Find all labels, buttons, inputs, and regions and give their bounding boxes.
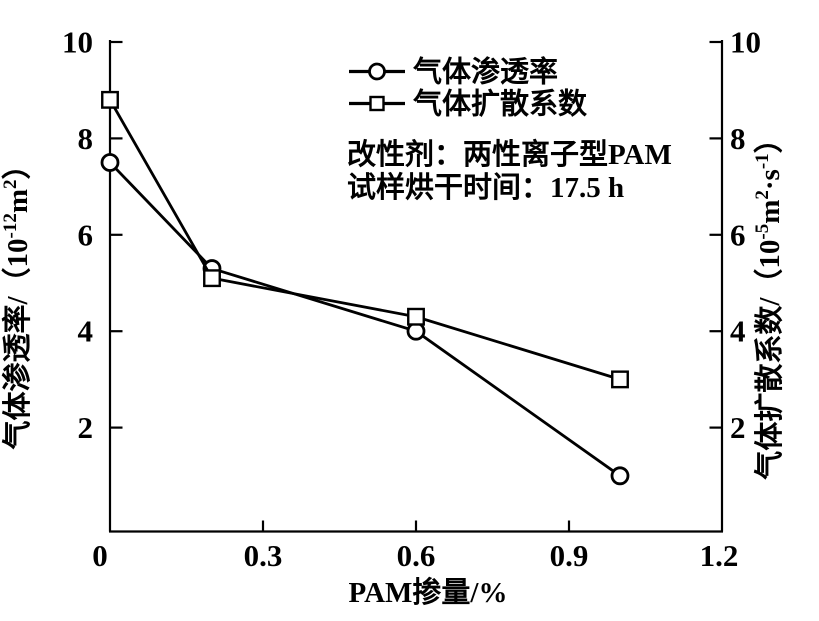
x-tick-label: 1.2 — [700, 538, 739, 573]
circle-marker — [610, 466, 630, 486]
x-tick-label: 0.3 — [244, 538, 283, 573]
square-marker — [101, 90, 119, 109]
square-marker — [369, 95, 385, 112]
x-tick-label: 0.6 — [397, 538, 436, 573]
legend-entry: 气体渗透率 — [349, 55, 558, 89]
y-axis-title-left: 气体渗透率/（10-12m2） — [0, 150, 34, 450]
x-axis-title: PAM掺量/% — [349, 575, 508, 609]
series-diffusion — [101, 90, 629, 389]
axis-ticks — [110, 40, 722, 532]
y-tick-label-right: 8 — [730, 121, 746, 156]
y-tick-label-right: 6 — [730, 217, 746, 252]
y-tick-label-left: 2 — [78, 410, 94, 445]
legend-entry: 气体扩散系数 — [349, 88, 588, 121]
y-tick-label-left: 10 — [62, 25, 93, 60]
series-line — [108, 161, 621, 477]
y-tick-label-right: 10 — [730, 25, 761, 60]
y-tick-label-right: 4 — [730, 314, 746, 349]
annotation-text: 试样烘干时间：17.5 h — [347, 170, 624, 204]
y-tick-label-left: 4 — [78, 314, 94, 349]
y-tick-label-left: 6 — [78, 217, 94, 252]
x-tick-label: 0.9 — [550, 538, 589, 573]
circle-marker — [100, 153, 120, 172]
circle-marker — [368, 62, 386, 81]
legend-label: 气体渗透率 — [412, 55, 558, 89]
y-axis-title-right: 气体扩散系数/（10-5m2·s-1） — [752, 124, 786, 480]
series-line — [108, 99, 621, 381]
square-marker — [611, 370, 629, 389]
legend-label: 气体扩散系数 — [412, 88, 588, 121]
x-tick-label: 0 — [92, 538, 108, 573]
tick-labels: 2 2 4 4 6 6 8 8 10 10 0 0.3 0.6 0.9 1.2 — [62, 25, 761, 574]
square-marker — [407, 307, 425, 326]
y-tick-label-left: 8 — [78, 121, 94, 156]
square-marker — [203, 269, 221, 288]
annotation-text: 改性剂：两性离子型PAM — [347, 137, 672, 171]
y-tick-label-right: 2 — [730, 410, 746, 445]
